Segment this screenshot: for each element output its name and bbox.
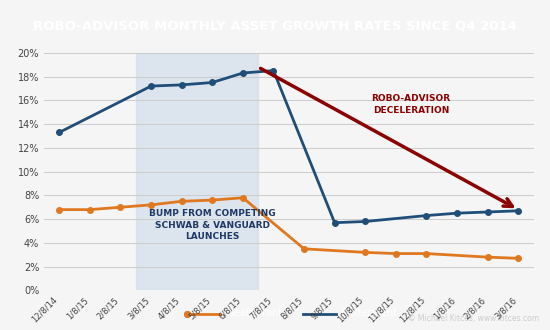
Text: © Michael Kitces, www.kitces.com: © Michael Kitces, www.kitces.com <box>408 314 539 323</box>
Text: BUMP FROM COMPETING
SCHWAB & VANGUARD
LAUNCHES: BUMP FROM COMPETING SCHWAB & VANGUARD LA… <box>149 209 276 241</box>
Text: ROBO-ADVISOR MONTHLY ASSET GROWTH RATES SINCE Q4 2014: ROBO-ADVISOR MONTHLY ASSET GROWTH RATES … <box>33 20 517 33</box>
Text: Wealthfront: Wealthfront <box>226 309 283 318</box>
Text: ROBO-ADVISOR
DECELERATION: ROBO-ADVISOR DECELERATION <box>372 94 450 115</box>
Bar <box>136 53 258 290</box>
Text: Betterment: Betterment <box>341 309 397 318</box>
